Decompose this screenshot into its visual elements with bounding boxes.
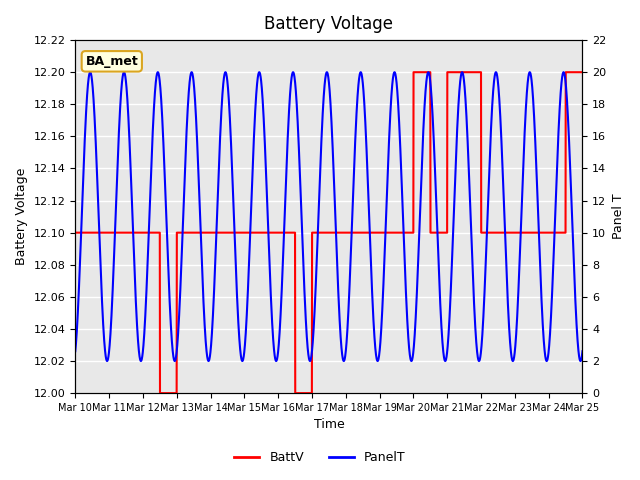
Legend: BattV, PanelT: BattV, PanelT <box>229 446 411 469</box>
Text: BA_met: BA_met <box>85 55 138 68</box>
Y-axis label: Panel T: Panel T <box>612 194 625 240</box>
X-axis label: Time: Time <box>314 419 344 432</box>
Y-axis label: Battery Voltage: Battery Voltage <box>15 168 28 265</box>
Title: Battery Voltage: Battery Voltage <box>264 15 394 33</box>
